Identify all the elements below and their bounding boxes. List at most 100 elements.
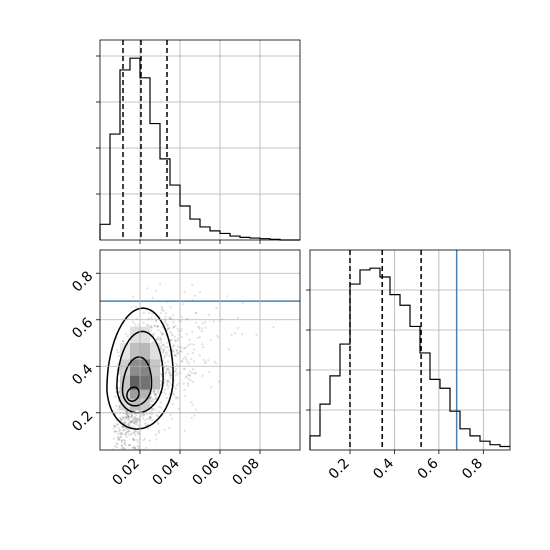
sample-point — [127, 416, 130, 419]
sample-point — [149, 415, 152, 419]
sample-point — [128, 424, 131, 427]
sample-point — [188, 374, 191, 377]
sample-point — [159, 282, 162, 285]
sample-point — [185, 332, 188, 336]
y-tick-label-2: 0.6 — [69, 315, 96, 342]
sample-point — [192, 348, 196, 351]
sample-point — [155, 290, 158, 293]
sample-point — [133, 447, 136, 450]
sample-point — [118, 429, 121, 432]
sample-point — [156, 336, 159, 339]
sample-point — [126, 415, 129, 418]
sample-point — [168, 354, 172, 358]
contour-level-0 — [106, 307, 174, 430]
sample-point — [170, 317, 173, 320]
sample-point — [166, 354, 169, 357]
sample-point — [172, 345, 175, 348]
sample-point — [142, 321, 145, 324]
sample-point — [159, 336, 162, 339]
sample-point — [124, 417, 127, 420]
sample-point — [150, 400, 153, 403]
sample-point — [132, 421, 135, 424]
sample-point — [117, 351, 120, 354]
sample-point — [130, 414, 133, 417]
sample-point — [134, 433, 137, 436]
sample-point — [122, 416, 125, 419]
y-tick-label-3: 0.8 — [69, 268, 96, 295]
sample-point — [131, 419, 134, 422]
sample-point — [167, 384, 170, 387]
sample-point — [133, 417, 136, 420]
sample-point — [135, 423, 139, 426]
sample-point — [149, 413, 152, 416]
sample-point — [120, 439, 124, 442]
sample-point — [208, 371, 211, 374]
sample-point — [116, 436, 119, 439]
sample-point — [136, 438, 139, 442]
sample-point — [123, 438, 126, 442]
sample-point — [124, 332, 128, 335]
sample-point — [157, 431, 160, 434]
sample-point — [172, 326, 175, 329]
sample-point — [129, 420, 132, 423]
sample-point — [166, 379, 170, 382]
sample-point — [136, 441, 140, 444]
sample-point — [136, 421, 139, 424]
sample-point — [202, 358, 205, 362]
sample-point — [131, 412, 134, 415]
sample-point — [175, 362, 178, 365]
sample-point — [184, 355, 187, 358]
sample-point — [128, 444, 131, 447]
sample-point — [118, 438, 121, 441]
sample-point — [123, 419, 126, 422]
sample-point — [156, 391, 160, 394]
sample-point — [190, 400, 193, 404]
sample-point — [237, 326, 240, 330]
sample-point — [167, 327, 170, 330]
sample-point — [233, 332, 237, 335]
sample-point — [162, 344, 165, 347]
sample-point — [126, 423, 129, 426]
sample-point — [125, 416, 128, 419]
sample-point — [150, 316, 153, 319]
density-cell-13 — [140, 343, 150, 360]
histogram-x-steps — [99, 57, 300, 241]
density-cell-8 — [130, 359, 140, 376]
sample-point — [160, 380, 163, 383]
sample-point — [194, 311, 197, 314]
sample-point — [124, 421, 127, 424]
sample-point — [116, 423, 119, 426]
sample-point — [167, 368, 170, 371]
sample-point — [160, 345, 163, 348]
sample-point — [157, 338, 161, 341]
x-tick-label-2: 0.06 — [189, 455, 222, 488]
sample-point — [125, 435, 128, 438]
sample-point — [174, 396, 177, 399]
sample-point — [148, 416, 151, 419]
sample-point — [121, 417, 125, 420]
sample-point — [190, 416, 193, 419]
sample-point — [117, 436, 120, 439]
sample-point — [183, 290, 186, 293]
sample-point — [191, 380, 195, 383]
sample-point — [156, 325, 159, 328]
histogram-y-ticks: 0.2 0.4 0.6 0.8 — [306, 289, 486, 483]
sample-point — [172, 392, 175, 395]
sample-point — [120, 447, 123, 450]
sample-point — [123, 422, 126, 425]
contour-level-1 — [116, 330, 164, 414]
sample-point — [130, 306, 133, 309]
sample-point — [155, 320, 158, 323]
sample-point — [133, 432, 136, 435]
sample-point — [133, 421, 136, 424]
sample-point — [152, 333, 156, 336]
sample-point — [137, 432, 140, 436]
sample-point — [150, 410, 153, 413]
sample-point — [122, 446, 125, 449]
sample-point — [125, 431, 128, 434]
sample-point — [130, 419, 133, 423]
sample-point — [170, 418, 173, 421]
sample-point — [119, 435, 122, 439]
sample-point — [195, 321, 198, 324]
